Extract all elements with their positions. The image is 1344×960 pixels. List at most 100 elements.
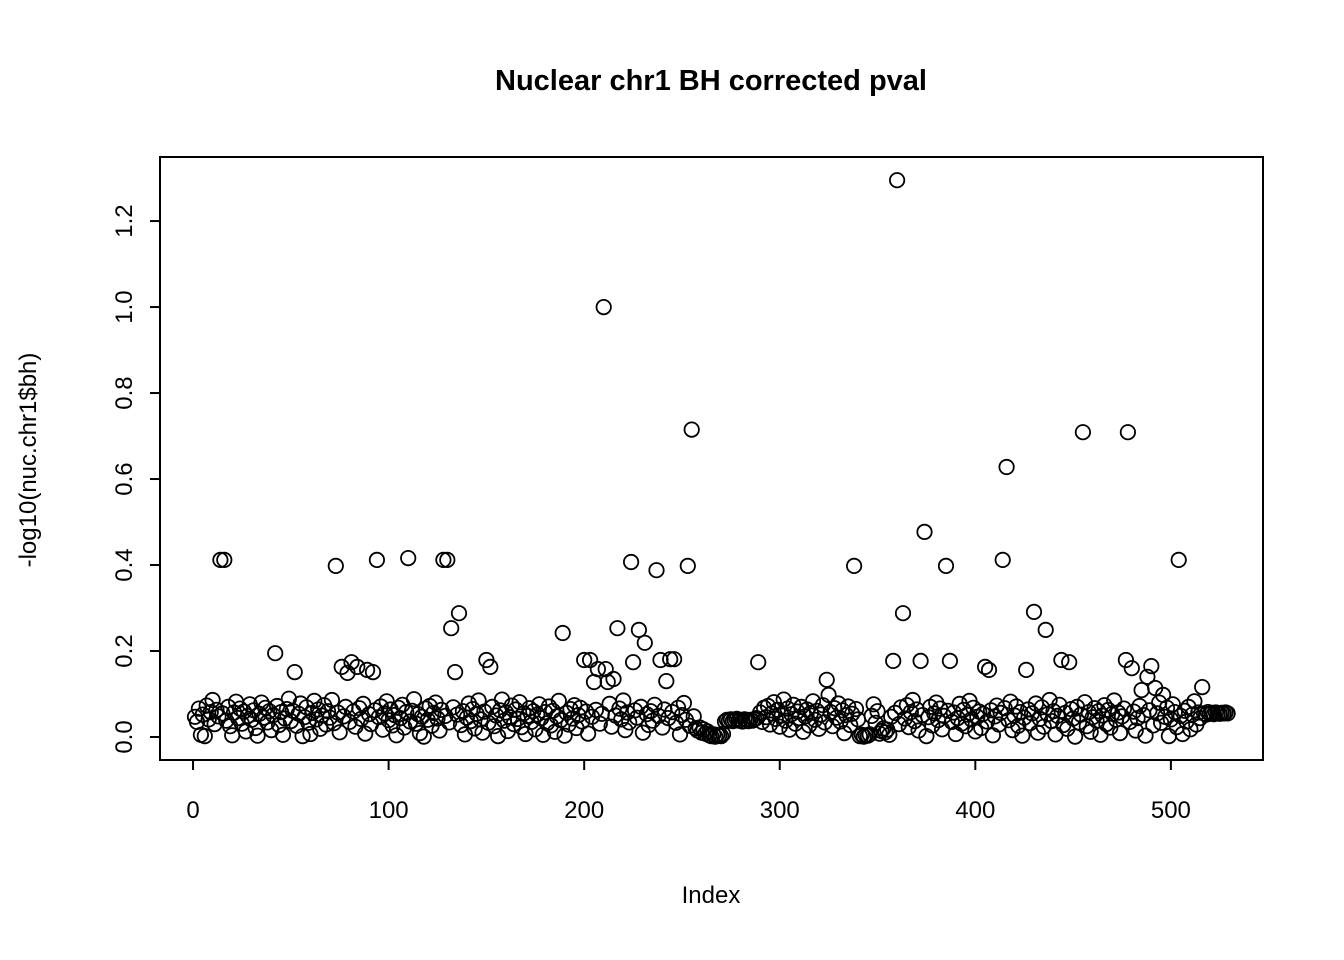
data-point (976, 658, 994, 676)
data-point (1053, 651, 1070, 669)
data-point (357, 725, 374, 742)
data-point (624, 654, 642, 671)
data-point (429, 710, 446, 727)
data-point (368, 551, 385, 569)
data-point (1219, 705, 1236, 722)
data-point (1025, 603, 1043, 621)
data-point (812, 706, 829, 723)
data-point (1143, 657, 1160, 675)
data-point (597, 660, 614, 678)
data-point (924, 717, 941, 734)
data-point (327, 557, 344, 575)
data-point (1061, 654, 1078, 671)
data-point (912, 652, 929, 670)
data-point (671, 726, 689, 743)
data-point (605, 670, 622, 688)
data-point (845, 557, 863, 575)
data-point (398, 703, 415, 721)
data-point (1070, 714, 1088, 731)
data-point (800, 717, 818, 734)
data-point (781, 721, 798, 738)
data-point (331, 724, 348, 741)
data-point (824, 718, 841, 735)
data-point (974, 705, 992, 722)
x-tick-label: 200 (564, 797, 604, 824)
data-point (941, 652, 959, 670)
data-point (576, 651, 593, 669)
data-point (1100, 701, 1117, 719)
data-point (1194, 678, 1211, 696)
data-point (1160, 727, 1178, 745)
data-point (636, 634, 653, 651)
data-point (998, 458, 1015, 476)
data-point (1041, 691, 1058, 709)
data-point (1029, 724, 1047, 741)
data-point (534, 726, 552, 743)
data-point (937, 557, 955, 575)
data-point (1051, 696, 1068, 713)
data-point (1186, 693, 1203, 710)
data-point (239, 707, 256, 725)
data-point (1121, 713, 1138, 731)
points-layer (186, 172, 1236, 745)
data-point (804, 693, 822, 710)
data-point (548, 708, 565, 725)
data-point (1139, 668, 1156, 685)
plot-box (159, 156, 1264, 761)
data-point (761, 716, 779, 733)
data-point (843, 705, 861, 722)
data-point (482, 658, 499, 676)
data-point (628, 709, 646, 726)
data-point (994, 551, 1011, 569)
data-point (435, 551, 452, 569)
data-point (335, 708, 352, 725)
data-point (980, 661, 998, 679)
y-tick-label: 0.2 (111, 634, 138, 667)
data-point (1111, 724, 1129, 742)
data-point (204, 691, 221, 709)
x-tick-label: 400 (955, 797, 995, 824)
data-point (1084, 709, 1101, 726)
data-point (1000, 712, 1017, 729)
data-point (216, 551, 233, 569)
data-point (503, 697, 520, 714)
x-axis-label: Index (682, 882, 741, 909)
data-point (529, 706, 546, 723)
data-point (622, 553, 640, 571)
data-point (333, 658, 350, 676)
data-point (577, 703, 595, 720)
y-axis-label: -log10(nuc.chr1$bh) (15, 353, 42, 568)
data-point (675, 694, 693, 712)
data-point (431, 722, 448, 739)
data-point (388, 727, 405, 744)
data-point (249, 727, 266, 744)
data-point (212, 551, 229, 569)
data-point (1018, 661, 1035, 679)
data-point (380, 712, 397, 729)
data-point (1141, 702, 1158, 719)
y-tick-label: 0.0 (111, 720, 138, 753)
data-point (990, 716, 1007, 733)
data-point (267, 645, 284, 662)
data-point (464, 700, 481, 718)
data-point (1016, 709, 1033, 726)
x-tick-label: 100 (369, 797, 409, 824)
x-tick-label: 300 (760, 797, 800, 824)
data-point (871, 725, 888, 742)
data-point (955, 701, 972, 719)
data-point (349, 658, 366, 676)
y-tick-label: 1.2 (111, 204, 138, 237)
data-point (343, 654, 360, 671)
data-point (904, 691, 921, 709)
data-point (294, 727, 311, 745)
data-point (274, 726, 292, 743)
data-point (820, 686, 837, 704)
data-point (877, 724, 894, 741)
data-point (1074, 424, 1092, 441)
data-point (554, 624, 571, 642)
data-point (1092, 726, 1109, 743)
data-point (1170, 551, 1187, 569)
x-tick-label: 500 (1151, 797, 1191, 824)
data-point (411, 724, 428, 742)
y-tick-label: 0.6 (111, 462, 138, 495)
